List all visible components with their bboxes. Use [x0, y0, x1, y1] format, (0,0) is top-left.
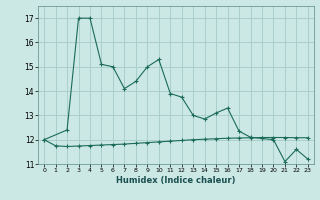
- X-axis label: Humidex (Indice chaleur): Humidex (Indice chaleur): [116, 176, 236, 185]
